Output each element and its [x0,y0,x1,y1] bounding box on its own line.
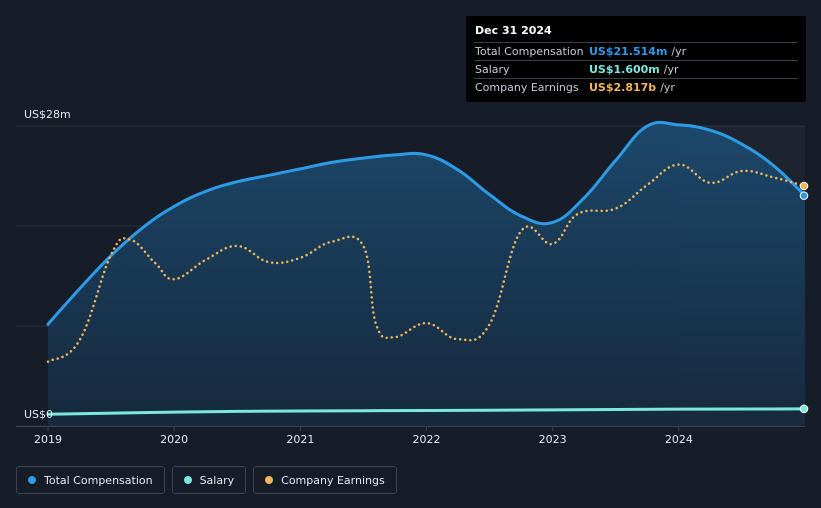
tooltip-date: Dec 31 2024 [475,24,552,37]
tooltip-unit: /yr [671,45,687,58]
x-tick-label: 2020 [160,433,188,446]
legend-item-total-compensation[interactable]: Total Compensation [16,466,165,494]
salary-line [46,407,807,416]
chart-tooltip: Dec 31 2024 Total Compensation US$21.514… [466,16,806,102]
chart-legend: Total Compensation Salary Company Earnin… [16,466,397,494]
legend-dot-icon [28,476,36,484]
x-tick-label: 2019 [34,433,62,446]
tooltip-unit: /yr [663,63,679,76]
legend-item-company-earnings[interactable]: Company Earnings [253,466,397,494]
legend-dot-icon [183,476,192,484]
x-tick-label: 2022 [413,433,441,446]
series-layer [46,120,809,427]
company-earnings-line [46,163,807,363]
tooltip-label: Company Earnings [475,81,579,94]
total-compensation-line [46,120,807,326]
total-compensation-area [48,122,805,427]
company-earnings-end-marker [799,181,809,191]
legend-dot-icon [265,476,274,484]
legend-item-salary[interactable]: Salary [171,466,247,494]
y-axis-bottom-label: US$0 [24,408,53,421]
legend-label: Total Compensation [44,473,153,487]
y-axis-top-label: US$28m [24,108,71,121]
x-tick-label: 2024 [665,433,693,446]
tooltip-unit: /yr [660,81,675,94]
tooltip-value: US$2.817b [589,81,657,94]
legend-label: Salary [199,473,235,487]
x-tick-label: 2021 [286,433,314,446]
tooltip-value: US$1.600m [589,63,660,76]
legend-label: Company Earnings [281,473,385,487]
tooltip-row-company-earnings: Company Earnings US$2.817b /yr [474,78,798,96]
total-compensation-end-marker [799,191,809,200]
tooltip-row-total-compensation: Total Compensation US$21.514m /yr [474,42,798,60]
x-axis: 2019 2020 2021 2022 2023 2024 [16,426,805,446]
x-tick-label: 2023 [539,433,567,446]
tooltip-label: Total Compensation [475,45,584,58]
tooltip-label: Salary [475,63,510,76]
tooltip-value: US$21.514m [589,45,668,58]
tooltip-row-salary: Salary US$1.600m /yr [474,60,798,78]
salary-end-marker [799,404,809,414]
